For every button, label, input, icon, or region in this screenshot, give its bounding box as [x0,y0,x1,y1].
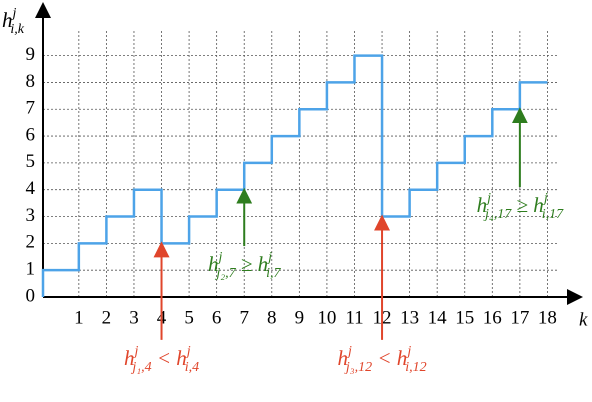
rich-label: hj j₂,7 ≥ hj i,7 [208,250,281,281]
label-part: j [485,191,491,206]
label-part: < h [152,346,187,370]
x-tick-label: 8 [267,307,277,328]
label-part: j [542,191,548,206]
label-part: i,17 [542,207,564,222]
label-part: h [208,252,219,276]
label-part: j [405,344,411,359]
x-tick-label: 16 [483,307,502,328]
x-tick-label: 3 [129,307,139,328]
label-part: ≥ h [236,252,269,276]
x-tick-label: 13 [400,307,419,328]
label-part: i,7 [266,266,281,281]
label-part: h [477,193,488,217]
y-tick-label: 8 [26,71,36,92]
label-part: j [132,344,138,359]
x-tick-label: 14 [428,307,448,328]
x-tick-label: 2 [102,307,112,328]
y-tick-label: 5 [26,151,36,172]
label-part: i,4 [185,360,199,375]
y-tick-label: 4 [26,178,36,199]
label-part: j₂,7 [214,266,236,281]
y-tick-label: 1 [26,259,36,280]
y-tick-label: 7 [26,98,36,119]
x-tick-label: 10 [317,307,336,328]
y-tick-label: 3 [26,205,36,226]
rich-label: hj i,k [2,6,25,37]
rich-label: hj j₃,12 < hj i,12 [337,344,426,375]
rich-label: hj j₁,4 < hj i,4 [124,344,199,375]
x-tick-label: 17 [510,307,529,328]
step-line [41,54,548,297]
label-part: j [266,250,272,265]
label-part: < h [372,346,407,370]
x-axis-label: k [579,309,588,330]
y-tick-label: 9 [26,44,36,65]
y-tick-label: 6 [26,124,36,145]
x-tick-label: 15 [455,307,474,328]
x-tick-label: 7 [239,307,249,328]
x-tick-label: 1 [74,307,84,328]
label-part: h [337,346,348,370]
label-part: j [185,344,191,359]
label-part: i,k [10,22,24,37]
x-tick-label: 6 [212,307,222,328]
label-part: j₁,4 [130,360,151,375]
label-part: h [124,346,135,370]
label-part: ≥ h [511,193,544,217]
label-part: h [2,8,13,32]
x-tick-label: 18 [538,307,557,328]
y-tick-label: 2 [26,232,36,253]
x-tick-label: 11 [345,307,363,328]
y-tick-label: 0 [26,285,36,306]
x-tick-label: 9 [295,307,305,328]
label-part: j [216,250,222,265]
rich-label: hj j₄,17 ≥ hj i,17 [477,191,564,222]
label-part: j₄,17 [483,207,512,222]
label-part: j [11,6,17,21]
label-part: i,12 [405,360,426,375]
label-part: j [346,344,352,359]
label-part: j₃,12 [344,360,372,375]
x-tick-label: 5 [184,307,194,328]
